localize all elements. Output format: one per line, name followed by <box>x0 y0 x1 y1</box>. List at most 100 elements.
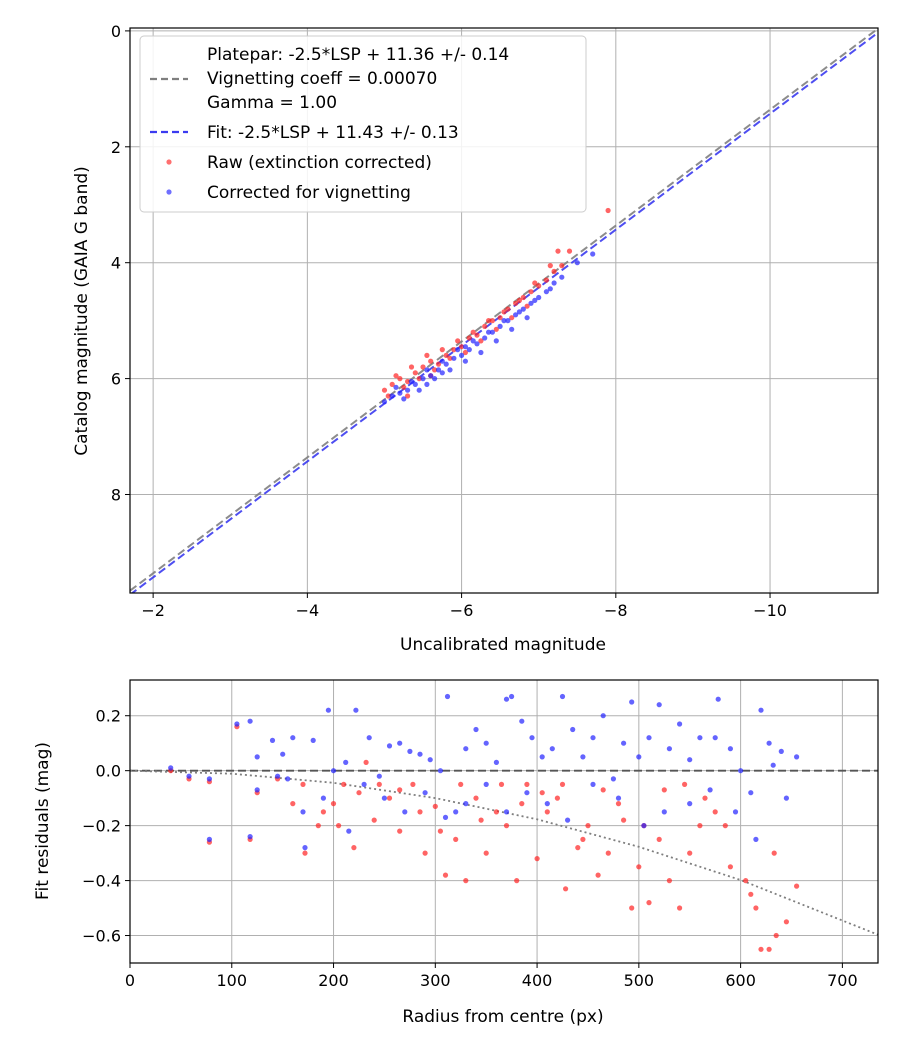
residuals-point-corrected-for-vignetting <box>753 836 759 843</box>
residuals-point-corrected-for-vignetting <box>269 737 276 744</box>
calibration-point-corrected-for-vignetting <box>509 326 515 332</box>
calibration-point-raw-extinction-corrected <box>420 364 426 370</box>
calibration-point-corrected-for-vignetting <box>493 338 499 344</box>
residuals-point-corrected-for-vignetting <box>697 735 703 741</box>
residuals-point-corrected-for-vignetting <box>325 707 331 713</box>
legend-raw: Raw (extinction corrected) <box>207 153 432 173</box>
calibration-point-corrected-for-vignetting <box>474 341 480 347</box>
calibration-point-raw-extinction-corrected <box>401 384 407 390</box>
calibration-point-raw-extinction-corrected <box>451 347 457 353</box>
residuals-point-corrected-for-vignetting <box>453 809 459 815</box>
residuals-point-corrected-for-vignetting <box>707 787 713 793</box>
residuals-point-corrected-for-vignetting <box>565 817 571 823</box>
calibration-ylabel: Catalog magnitude (GAIA G band) <box>72 166 92 456</box>
calibration-point-corrected-for-vignetting <box>470 338 476 344</box>
residuals-point-raw-extinction-corrected <box>727 864 734 870</box>
residuals-point-corrected-for-vignetting <box>463 746 469 752</box>
residuals-point-corrected-for-vignetting <box>732 809 739 815</box>
residuals-line-vignetting-model <box>130 769 878 936</box>
residuals-point-raw-extinction-corrected <box>661 787 667 793</box>
calibration-point-raw-extinction-corrected <box>528 289 534 295</box>
calibration-point-corrected-for-vignetting <box>428 373 434 379</box>
calibration-point-corrected-for-vignetting <box>408 378 415 385</box>
residuals-point-raw-extinction-corrected <box>473 795 479 801</box>
residuals-point-corrected-for-vignetting <box>778 748 784 755</box>
calibration-point-raw-extinction-corrected <box>474 332 480 338</box>
calibration-point-corrected-for-vignetting <box>520 306 526 312</box>
residuals-point-raw-extinction-corrected <box>534 856 540 862</box>
legend-corrected: Corrected for vignetting <box>207 183 411 203</box>
residuals-point-corrected-for-vignetting <box>407 748 413 755</box>
calibration-point-raw-extinction-corrected <box>551 268 557 274</box>
calibration-ytick-label: 2 <box>111 138 121 157</box>
residuals-point-raw-extinction-corrected <box>563 886 569 892</box>
calibration-xtick-label: −8 <box>604 601 628 620</box>
residuals-point-raw-extinction-corrected <box>580 836 586 843</box>
residuals-xtick-label: 200 <box>318 971 349 990</box>
residuals-point-corrected-for-vignetting <box>590 735 596 741</box>
calibration-point-corrected-for-vignetting <box>397 390 403 396</box>
calibration-point-corrected-for-vignetting <box>443 361 449 367</box>
residuals-point-corrected-for-vignetting <box>748 790 754 796</box>
calibration-point-corrected-for-vignetting <box>532 297 538 303</box>
calibration-point-raw-extinction-corrected <box>486 318 492 324</box>
residuals-point-raw-extinction-corrected <box>702 795 708 801</box>
calibration-point-raw-extinction-corrected <box>435 361 442 367</box>
calibration-point-corrected-for-vignetting <box>412 381 418 387</box>
calibration-point-corrected-for-vignetting <box>574 260 580 266</box>
calibration-point-raw-extinction-corrected <box>381 387 388 393</box>
calibration-point-raw-extinction-corrected <box>497 315 503 321</box>
calibration-point-raw-extinction-corrected <box>385 393 391 399</box>
residuals-point-raw-extinction-corrected <box>687 850 693 856</box>
residuals-point-corrected-for-vignetting <box>687 801 693 807</box>
residuals-point-corrected-for-vignetting <box>254 787 260 793</box>
calibration-point-raw-extinction-corrected <box>439 347 445 353</box>
residuals-point-corrected-for-vignetting <box>247 718 253 724</box>
residuals-xtick-label: 300 <box>420 971 451 990</box>
calibration-point-raw-extinction-corrected <box>466 335 472 341</box>
residuals-point-raw-extinction-corrected <box>336 823 342 829</box>
residuals-point-raw-extinction-corrected <box>646 900 652 906</box>
residuals-ytick-label: −0.4 <box>82 872 121 891</box>
calibration-point-raw-extinction-corrected <box>532 280 538 286</box>
residuals-point-corrected-for-vignetting <box>381 795 387 801</box>
residuals-point-corrected-for-vignetting <box>417 751 423 757</box>
residuals-point-corrected-for-vignetting <box>361 781 367 788</box>
residuals-point-raw-extinction-corrected <box>544 809 550 815</box>
residuals-point-corrected-for-vignetting <box>529 735 535 741</box>
calibration-point-corrected-for-vignetting <box>547 286 553 292</box>
residuals-point-raw-extinction-corrected <box>300 781 306 788</box>
residuals-point-corrected-for-vignetting <box>524 790 530 796</box>
calibration-point-raw-extinction-corrected <box>478 338 484 344</box>
residuals-point-corrected-for-vignetting <box>570 726 576 733</box>
residuals-point-raw-extinction-corrected <box>600 787 606 793</box>
residuals-point-corrected-for-vignetting <box>473 726 479 733</box>
residuals-point-corrected-for-vignetting <box>310 737 316 744</box>
residuals-xtick-label: 400 <box>522 971 553 990</box>
residuals-point-corrected-for-vignetting <box>503 809 510 815</box>
residuals-ytick-label: −0.6 <box>82 927 121 946</box>
residuals-point-raw-extinction-corrected <box>341 781 347 788</box>
calibration-point-raw-extinction-corrected <box>459 344 465 350</box>
calibration-point-raw-extinction-corrected <box>605 207 611 214</box>
residuals-point-raw-extinction-corrected <box>554 795 561 801</box>
calibration-point-corrected-for-vignetting <box>486 329 492 335</box>
calibration-point-raw-extinction-corrected <box>397 376 403 382</box>
calibration-point-raw-extinction-corrected <box>447 355 453 361</box>
residuals-point-corrected-for-vignetting <box>402 809 408 815</box>
residuals-point-corrected-for-vignetting <box>353 707 359 713</box>
calibration-point-corrected-for-vignetting <box>489 329 495 335</box>
calibration-point-raw-extinction-corrected <box>455 338 461 344</box>
calibration-point-raw-extinction-corrected <box>509 315 515 321</box>
calibration-ytick-label: 0 <box>111 22 121 41</box>
calibration-point-corrected-for-vignetting <box>405 387 411 393</box>
calibration-point-corrected-for-vignetting <box>424 367 430 373</box>
residuals-point-raw-extinction-corrected <box>595 872 601 878</box>
calibration-point-corrected-for-vignetting <box>381 399 388 405</box>
residuals-point-raw-extinction-corrected <box>410 781 416 788</box>
calibration-point-corrected-for-vignetting <box>455 347 461 353</box>
calibration-point-corrected-for-vignetting <box>393 384 399 390</box>
calibration-point-raw-extinction-corrected <box>513 300 519 306</box>
residuals-point-corrected-for-vignetting <box>549 746 555 752</box>
residuals-point-corrected-for-vignetting <box>320 795 326 801</box>
